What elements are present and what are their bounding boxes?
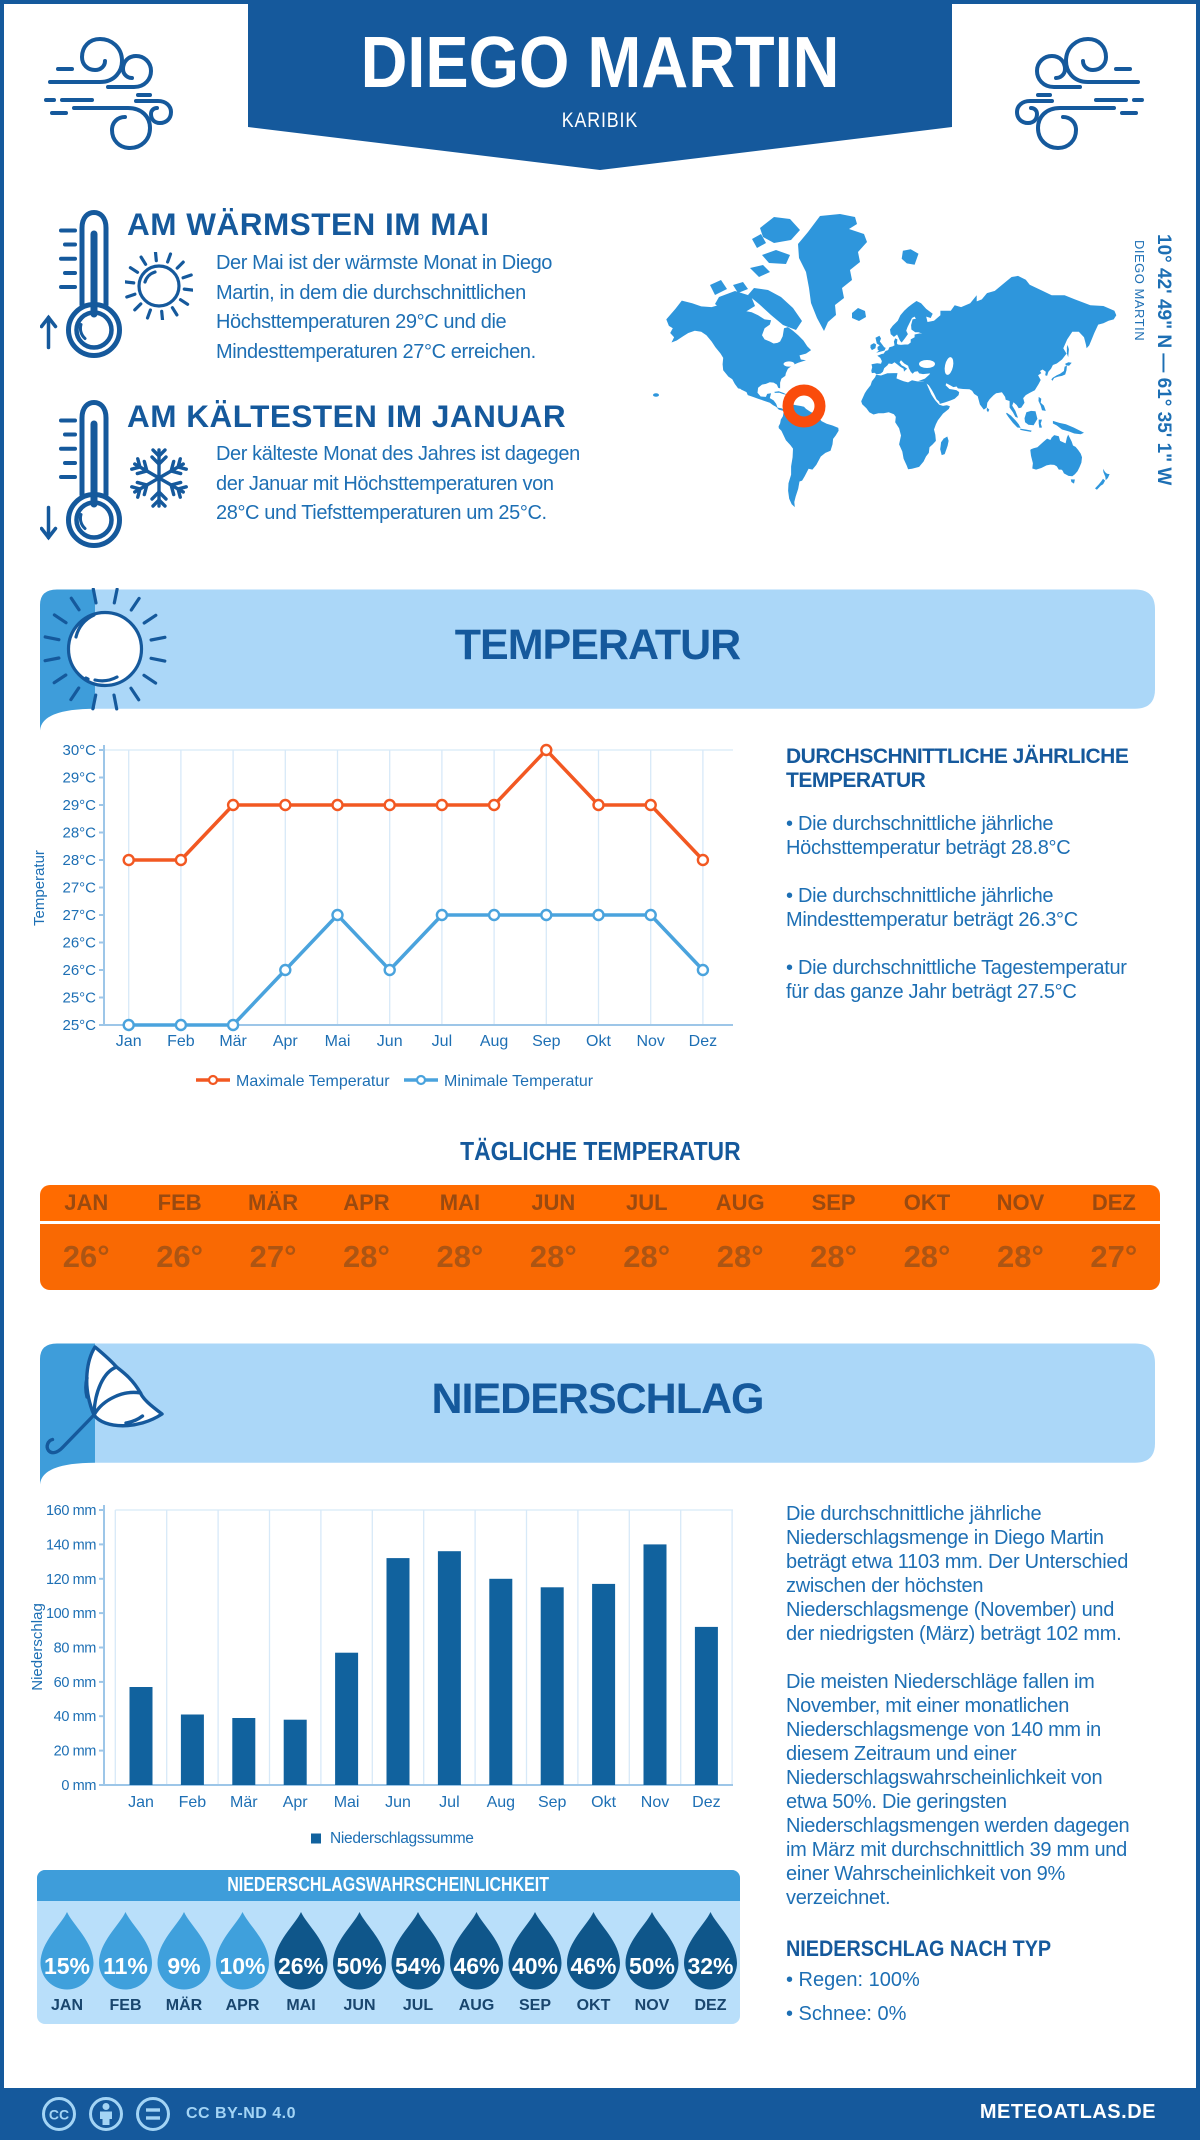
- svg-text:Okt: Okt: [586, 1033, 611, 1050]
- svg-text:9%: 9%: [167, 1953, 200, 1979]
- svg-text:26°C: 26°C: [62, 935, 96, 952]
- svg-text:Mär: Mär: [230, 1794, 258, 1811]
- svg-text:46%: 46%: [453, 1953, 499, 1979]
- svg-text:Nov: Nov: [641, 1794, 669, 1811]
- svg-text:Temperatur: Temperatur: [31, 850, 48, 926]
- svg-text:Feb: Feb: [179, 1794, 207, 1811]
- svg-text:Sep: Sep: [538, 1794, 567, 1811]
- svg-text:Nov: Nov: [636, 1033, 664, 1050]
- svg-text:40%: 40%: [512, 1953, 558, 1979]
- svg-text:MÄR: MÄR: [166, 1996, 203, 2014]
- svg-text:27°C: 27°C: [62, 907, 96, 924]
- svg-text:Aug: Aug: [480, 1033, 508, 1050]
- svg-text:26°C: 26°C: [62, 962, 96, 979]
- svg-text:Feb: Feb: [167, 1033, 195, 1050]
- svg-text:Mär: Mär: [219, 1033, 247, 1050]
- svg-text:29°C: 29°C: [62, 797, 96, 814]
- svg-text:Apr: Apr: [283, 1794, 309, 1811]
- svg-text:11%: 11%: [103, 1953, 148, 1979]
- svg-text:Jul: Jul: [439, 1794, 459, 1811]
- svg-text:30°C: 30°C: [62, 742, 96, 759]
- svg-text:DEZ: DEZ: [695, 1997, 727, 2014]
- svg-text:Jun: Jun: [377, 1033, 403, 1050]
- svg-text:Maximale Temperatur: Maximale Temperatur: [236, 1073, 390, 1090]
- svg-text:0 mm: 0 mm: [61, 1778, 96, 1794]
- svg-text:Jan: Jan: [128, 1794, 154, 1811]
- svg-text:50%: 50%: [336, 1953, 382, 1979]
- svg-text:Aug: Aug: [487, 1794, 515, 1811]
- svg-text:26%: 26%: [278, 1953, 324, 1979]
- svg-text:140 mm: 140 mm: [46, 1537, 96, 1553]
- svg-text:Sep: Sep: [532, 1033, 561, 1050]
- svg-text:32%: 32%: [687, 1953, 733, 1979]
- svg-text:Apr: Apr: [273, 1033, 299, 1050]
- svg-text:28°C: 28°C: [62, 852, 96, 869]
- svg-text:46%: 46%: [570, 1953, 616, 1979]
- svg-text:27°C: 27°C: [62, 880, 96, 897]
- svg-text:160 mm: 160 mm: [46, 1503, 96, 1519]
- svg-text:10%: 10%: [219, 1953, 265, 1979]
- svg-text:120 mm: 120 mm: [46, 1572, 96, 1588]
- svg-text:25°C: 25°C: [62, 990, 96, 1007]
- svg-text:Okt: Okt: [591, 1794, 616, 1811]
- svg-text:Dez: Dez: [692, 1794, 720, 1811]
- svg-text:Niederschlagssumme: Niederschlagssumme: [330, 1830, 474, 1847]
- svg-text:Minimale Temperatur: Minimale Temperatur: [444, 1073, 594, 1090]
- svg-text:40 mm: 40 mm: [54, 1709, 97, 1725]
- svg-text:JAN: JAN: [51, 1997, 83, 2014]
- svg-text:FEB: FEB: [110, 1997, 142, 2014]
- svg-text:100 mm: 100 mm: [46, 1606, 96, 1622]
- svg-text:28°C: 28°C: [62, 825, 96, 842]
- svg-text:MAI: MAI: [286, 1997, 315, 2014]
- svg-text:Jan: Jan: [116, 1033, 142, 1050]
- svg-text:Jul: Jul: [432, 1033, 452, 1050]
- svg-text:CC: CC: [49, 2107, 69, 2123]
- svg-text:29°C: 29°C: [62, 770, 96, 787]
- svg-text:15%: 15%: [44, 1953, 90, 1979]
- svg-text:JUN: JUN: [343, 1997, 375, 2014]
- svg-text:OKT: OKT: [577, 1997, 611, 2014]
- svg-text:25°C: 25°C: [62, 1017, 96, 1034]
- svg-text:20 mm: 20 mm: [54, 1744, 97, 1760]
- svg-text:Dez: Dez: [689, 1033, 717, 1050]
- svg-text:APR: APR: [226, 1997, 260, 2014]
- svg-text:54%: 54%: [395, 1953, 441, 1979]
- svg-text:SEP: SEP: [519, 1997, 551, 2014]
- svg-text:AUG: AUG: [459, 1997, 495, 2014]
- svg-text:JUL: JUL: [403, 1997, 433, 2014]
- svg-text:Mai: Mai: [325, 1033, 351, 1050]
- svg-text:Mai: Mai: [334, 1794, 360, 1811]
- svg-text:60 mm: 60 mm: [54, 1675, 97, 1691]
- svg-text:NOV: NOV: [635, 1997, 670, 2014]
- svg-text:50%: 50%: [629, 1953, 675, 1979]
- svg-text:Niederschlag: Niederschlag: [29, 1603, 46, 1691]
- svg-text:80 mm: 80 mm: [54, 1641, 97, 1657]
- svg-text:Jun: Jun: [385, 1794, 411, 1811]
